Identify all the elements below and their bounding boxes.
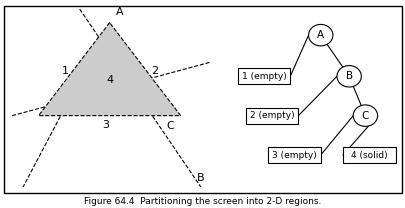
- Text: 2 (empty): 2 (empty): [249, 111, 294, 120]
- Bar: [237, 68, 290, 84]
- Text: 2: 2: [150, 66, 158, 76]
- Polygon shape: [38, 23, 180, 116]
- Circle shape: [352, 105, 377, 126]
- Text: C: C: [361, 111, 368, 121]
- Text: C: C: [166, 121, 174, 131]
- Text: A: A: [316, 30, 324, 40]
- Bar: [267, 147, 320, 163]
- Text: B: B: [197, 173, 204, 183]
- Text: 1 (empty): 1 (empty): [241, 72, 286, 81]
- Text: A: A: [115, 7, 123, 17]
- Text: 3: 3: [102, 120, 109, 130]
- Bar: [245, 108, 298, 124]
- Circle shape: [308, 24, 332, 46]
- Text: 3 (empty): 3 (empty): [271, 151, 316, 160]
- Text: 4: 4: [106, 75, 113, 85]
- Circle shape: [336, 66, 360, 87]
- Text: 4 (solid): 4 (solid): [350, 151, 387, 160]
- Text: 1: 1: [61, 66, 68, 76]
- Text: B: B: [345, 71, 352, 81]
- Bar: [342, 147, 395, 163]
- Text: Figure 64.4  Partitioning the screen into 2-D regions.: Figure 64.4 Partitioning the screen into…: [84, 197, 321, 206]
